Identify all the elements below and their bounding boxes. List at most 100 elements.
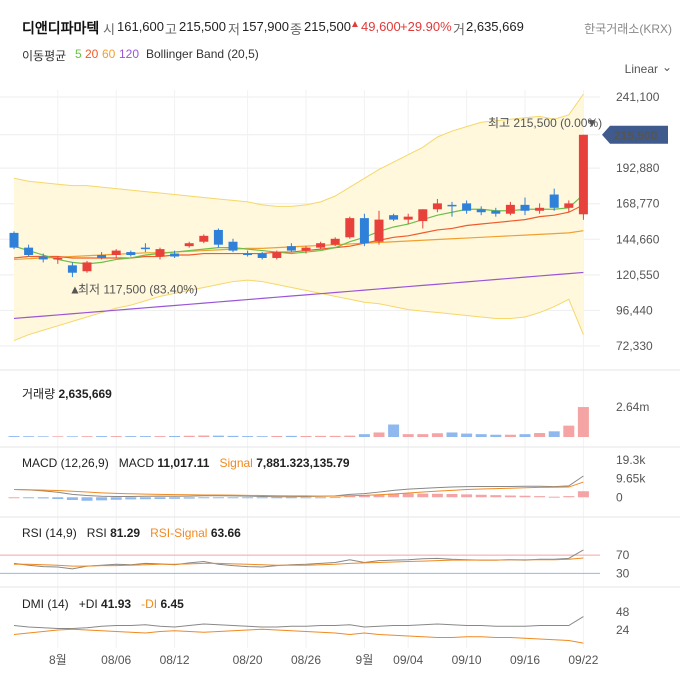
high-value: 215,500 <box>179 19 226 34</box>
volume-bar <box>519 434 531 437</box>
macd-params: MACD (12,26,9) <box>22 456 109 470</box>
candle <box>476 206 486 216</box>
rsi-signal-label: RSI-Signal <box>150 526 208 540</box>
change-value: 49,600 <box>361 19 401 34</box>
candle <box>126 250 136 257</box>
volume-bar <box>373 432 385 437</box>
date-tick-label: 09/16 <box>510 653 540 667</box>
candle-body <box>199 235 209 242</box>
macd-histogram-bar <box>548 496 560 498</box>
candle-body <box>301 247 311 251</box>
candle <box>170 250 180 258</box>
candle <box>97 252 107 260</box>
change-arrow-icon: ▲ <box>350 19 360 30</box>
candle <box>564 200 574 213</box>
price-axis-tick: 168,770 <box>616 197 660 211</box>
candle <box>301 246 311 254</box>
macd-histogram-bar <box>125 497 137 500</box>
price-axis-tick: 241,100 <box>616 90 660 104</box>
macd-histogram-bar <box>344 495 356 498</box>
dmi-panel-title: DMI (14) +DI 41.93 -DI 6.45 <box>22 597 184 611</box>
rsi-axis-tick: 70 <box>616 548 630 562</box>
candle <box>345 216 355 239</box>
macd-histogram-bar <box>96 497 108 501</box>
volume-bar <box>577 407 589 437</box>
candle <box>520 197 530 216</box>
macd-axis-tick: 9.65k <box>616 472 646 486</box>
macd-histogram-bar <box>300 497 312 499</box>
candle-body <box>359 218 369 244</box>
candle <box>111 249 121 258</box>
volume-bar <box>548 431 560 437</box>
macd-histogram-bar <box>81 497 93 501</box>
macd-histogram-bar <box>563 496 575 498</box>
candle <box>213 228 223 248</box>
volume-bar <box>8 436 20 437</box>
candle <box>257 252 267 260</box>
scale-mode-select[interactable]: Linear <box>624 62 658 76</box>
high-label: 고 <box>165 22 177 37</box>
candle-body <box>549 194 559 208</box>
rsi-value: 81.29 <box>110 526 141 540</box>
volume-bar <box>256 436 268 437</box>
candle-body <box>462 203 472 211</box>
volume-bar <box>315 435 327 437</box>
macd-histogram-bar <box>446 493 458 498</box>
candle-body <box>330 238 340 245</box>
volume-bar <box>329 435 341 437</box>
macd-histogram-bar <box>461 494 473 498</box>
close-value: 215,500 <box>304 19 351 34</box>
macd-histogram-bar <box>431 493 443 498</box>
candle <box>418 209 428 229</box>
bollinger-upper-line <box>13 93 584 207</box>
ma120-line <box>13 271 584 320</box>
macd-histogram-bar <box>110 497 122 500</box>
price-axis-tick: 144,660 <box>616 232 660 246</box>
macd-histogram-bar <box>358 495 370 498</box>
volume-bar <box>169 435 181 437</box>
macd-histogram-bar <box>271 497 283 499</box>
candle-body <box>564 203 574 208</box>
date-tick-label: 08/20 <box>233 653 263 667</box>
macd-signal-label: Signal <box>219 456 253 470</box>
price-axis-tick: 96,440 <box>616 303 653 317</box>
candle <box>330 237 340 247</box>
ma20-line <box>13 204 584 259</box>
macd-histogram-bar <box>212 497 224 499</box>
rsi-label: RSI <box>86 526 107 540</box>
macd-value: 11,017.11 <box>157 456 210 470</box>
candle-body <box>97 255 107 258</box>
candle-body <box>9 232 19 248</box>
candle <box>184 241 194 248</box>
candle <box>67 262 77 278</box>
macd-histogram-bar <box>183 497 195 499</box>
chevron-down-icon[interactable]: ⌄ <box>661 60 672 74</box>
ma5-line <box>13 194 584 265</box>
candle-body <box>38 256 48 260</box>
candle-body <box>418 209 428 222</box>
candle <box>155 247 165 260</box>
candle-body <box>374 219 384 242</box>
candle <box>389 213 399 222</box>
macd-label: MACD <box>118 456 155 470</box>
high-annotation-arrow-icon: ▼ <box>586 116 598 130</box>
candle <box>505 201 515 216</box>
ma-legend-label: 이동평균 <box>22 49 67 63</box>
candle <box>316 241 326 250</box>
macd-histogram-bar <box>475 494 487 498</box>
candle-body <box>155 249 165 257</box>
macd-axis-tick: 0 <box>616 490 623 504</box>
ma60-legend: 60 <box>102 47 116 61</box>
candle <box>228 238 238 253</box>
candle-body <box>140 247 150 250</box>
candle <box>243 250 253 257</box>
candle-body <box>53 257 63 260</box>
macd-histogram-bar <box>242 497 254 499</box>
volume-bar <box>81 436 93 437</box>
volume-bar <box>198 435 210 437</box>
candle-body <box>243 253 253 256</box>
candle-body <box>520 204 530 211</box>
date-tick-label: 09/04 <box>393 653 423 667</box>
date-tick-label: 9월 <box>356 653 374 667</box>
